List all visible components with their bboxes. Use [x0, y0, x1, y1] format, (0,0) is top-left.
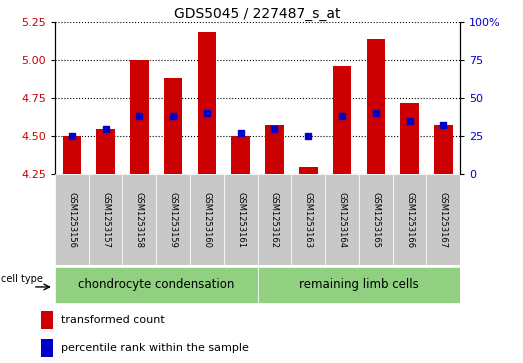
Bar: [359, 174, 393, 265]
Bar: [55, 174, 89, 265]
Bar: [434, 126, 452, 174]
Bar: [299, 167, 317, 174]
Text: GSM1253159: GSM1253159: [168, 192, 178, 248]
Bar: [224, 174, 257, 265]
Bar: [291, 174, 325, 265]
Bar: [130, 60, 149, 174]
Bar: [41, 339, 53, 357]
Text: transformed count: transformed count: [61, 315, 164, 325]
Text: GSM1253165: GSM1253165: [371, 192, 380, 248]
Bar: [41, 311, 53, 329]
Bar: [63, 136, 81, 174]
Text: GSM1253158: GSM1253158: [135, 192, 144, 248]
Text: GSM1253156: GSM1253156: [67, 192, 76, 248]
Bar: [325, 174, 359, 265]
Bar: [156, 174, 190, 265]
Bar: [426, 174, 460, 265]
Bar: [257, 267, 460, 303]
Bar: [333, 66, 351, 174]
Bar: [164, 78, 183, 174]
Bar: [400, 103, 419, 174]
Text: chondrocyte condensation: chondrocyte condensation: [78, 278, 234, 291]
Bar: [367, 38, 385, 174]
Text: GSM1253167: GSM1253167: [439, 192, 448, 248]
Text: GSM1253166: GSM1253166: [405, 192, 414, 248]
Bar: [257, 174, 291, 265]
Text: GSM1253164: GSM1253164: [337, 192, 347, 248]
Bar: [198, 32, 216, 174]
Text: GSM1253160: GSM1253160: [202, 192, 211, 248]
Bar: [190, 174, 224, 265]
Bar: [265, 126, 284, 174]
Bar: [393, 174, 426, 265]
Text: GSM1253163: GSM1253163: [304, 192, 313, 248]
Title: GDS5045 / 227487_s_at: GDS5045 / 227487_s_at: [174, 7, 341, 21]
Text: cell type: cell type: [1, 274, 43, 284]
Text: GSM1253162: GSM1253162: [270, 192, 279, 248]
Bar: [89, 174, 122, 265]
Bar: [122, 174, 156, 265]
Text: percentile rank within the sample: percentile rank within the sample: [61, 343, 248, 353]
Text: GSM1253157: GSM1253157: [101, 192, 110, 248]
Text: GSM1253161: GSM1253161: [236, 192, 245, 248]
Bar: [231, 136, 250, 174]
Text: remaining limb cells: remaining limb cells: [299, 278, 419, 291]
Bar: [55, 267, 257, 303]
Bar: [96, 129, 115, 174]
